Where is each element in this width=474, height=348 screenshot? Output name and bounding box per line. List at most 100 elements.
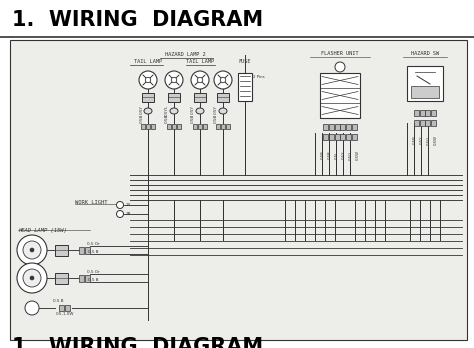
Bar [320,73,360,118]
Bar [238,73,252,101]
Bar [419,120,425,126]
Text: 0.5-1.0W: 0.5-1.0W [56,312,74,316]
Bar [85,246,91,253]
Bar [167,124,171,128]
Bar [10,40,467,340]
Bar [431,110,436,116]
Bar [352,134,357,140]
Bar [60,305,64,311]
Text: 0.5YL: 0.5YL [165,104,169,116]
Bar [340,134,346,140]
Circle shape [171,77,177,83]
Circle shape [191,71,209,89]
Bar [80,246,84,253]
Bar [425,110,430,116]
Text: 0.5B: 0.5B [413,136,417,144]
Text: 2 Pins: 2 Pins [253,75,264,79]
Text: 1.  WIRING  DIAGRAM: 1. WIRING DIAGRAM [12,10,263,30]
Bar [419,110,425,116]
Text: 0.5 Or: 0.5 Or [87,270,100,274]
Bar [411,86,439,98]
Circle shape [335,62,345,72]
Bar [80,275,84,282]
Text: 0.5 B: 0.5 B [88,250,98,254]
Text: 0.5 B: 0.5 B [53,299,64,303]
Text: 0.5B: 0.5B [321,151,325,159]
Text: HAZARD LAMP 2: HAZARD LAMP 2 [164,52,205,57]
Bar [168,93,180,102]
Circle shape [23,269,41,287]
Bar [55,272,69,284]
Bar [85,275,91,282]
Ellipse shape [170,108,178,114]
Ellipse shape [196,108,204,114]
Bar [65,305,71,311]
Text: 0.5 B: 0.5 B [88,278,98,282]
Text: 1.  WIRING  DIAGRAM: 1. WIRING DIAGRAM [12,337,263,348]
Circle shape [214,71,232,89]
Bar [216,124,220,128]
Circle shape [25,301,39,315]
Bar [177,124,181,128]
Text: 0.5Y: 0.5Y [214,105,218,114]
Text: HEAD LAMP (15W): HEAD LAMP (15W) [18,228,67,233]
Circle shape [146,77,151,83]
Bar [226,124,230,128]
Bar [329,134,334,140]
Circle shape [117,201,124,208]
Bar [323,134,328,140]
Bar [425,120,430,126]
Text: FLASHER UNIT: FLASHER UNIT [321,51,359,56]
Bar [414,120,419,126]
Text: TAIL LAMP: TAIL LAMP [186,59,214,64]
Circle shape [220,77,226,83]
Bar [221,124,225,128]
Circle shape [23,241,41,259]
Circle shape [139,71,157,89]
Bar [352,124,357,130]
Bar [203,124,207,128]
Text: 0.5G: 0.5G [349,150,353,160]
Bar [193,124,197,128]
Text: 0.5R: 0.5R [328,151,332,159]
Circle shape [197,77,203,83]
Text: 0.5B: 0.5B [191,113,195,123]
Bar [414,110,419,116]
Text: 2/L: 2/L [126,203,132,207]
Bar [346,124,351,130]
Circle shape [165,71,183,89]
Text: WORK LIGHT: WORK LIGHT [75,200,108,206]
Text: 0.5W: 0.5W [356,150,360,160]
Text: 0.5Y: 0.5Y [420,136,424,144]
Bar [172,124,176,128]
Bar [323,124,328,130]
Bar [142,93,154,102]
Bar [431,120,436,126]
Bar [346,134,351,140]
Circle shape [30,276,34,280]
Bar [335,124,339,130]
Text: 0.5G: 0.5G [427,135,431,145]
Text: 0.5B: 0.5B [165,113,169,123]
Circle shape [17,235,47,265]
Bar [194,93,206,102]
Text: 2B: 2B [126,212,131,216]
Text: 0.5Y: 0.5Y [342,151,346,159]
Text: 0.5B: 0.5B [214,113,218,123]
Bar [407,66,443,101]
Text: 0.5Y: 0.5Y [140,105,144,114]
Text: 0.5 Or: 0.5 Or [87,242,100,246]
Circle shape [30,248,34,252]
Text: 0.5W: 0.5W [434,135,438,145]
Bar [55,245,69,255]
Bar [198,124,202,128]
Text: 0.5B: 0.5B [140,113,144,123]
Text: 0.5L: 0.5L [335,151,339,159]
Bar [151,124,155,128]
Text: FUSE: FUSE [239,59,251,64]
Bar [329,124,334,130]
Bar [217,93,229,102]
Bar [335,134,339,140]
Circle shape [117,211,124,218]
Circle shape [17,263,47,293]
